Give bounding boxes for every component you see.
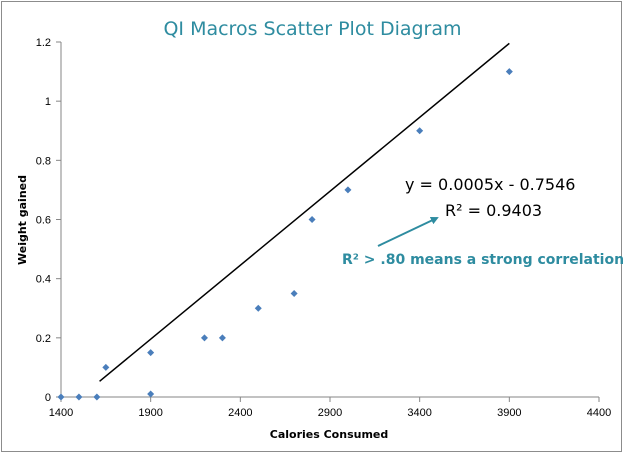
data-point	[218, 334, 226, 342]
data-point	[147, 390, 155, 398]
data-point	[200, 334, 208, 342]
chart-title: QI Macros Scatter Plot Diagram	[163, 18, 462, 40]
data-point	[57, 393, 65, 401]
y-tick-label: 0.8	[36, 155, 51, 167]
x-tick-label: 1400	[49, 407, 73, 419]
x-tick-label: 2900	[318, 407, 342, 419]
x-tick-label: 1900	[138, 407, 162, 419]
x-tick-label: 4400	[587, 407, 611, 419]
y-tick-label: 1.2	[36, 37, 51, 49]
r-squared-label: R² = 0.9403	[445, 201, 542, 220]
data-point	[75, 393, 83, 401]
data-point	[308, 216, 316, 223]
data-point	[290, 289, 298, 297]
data-point	[102, 363, 110, 371]
y-axis-title: Weight gained	[16, 175, 29, 265]
data-point	[344, 186, 352, 194]
x-tick-label: 2400	[228, 407, 252, 419]
y-tick-label: 0.6	[36, 215, 51, 227]
y-tick-label: 1	[45, 96, 51, 108]
annotation-arrow	[377, 216, 439, 247]
trendline-equation: y = 0.0005x - 0.7546	[405, 175, 575, 194]
x-axis-title: Calories Consumed	[270, 428, 389, 441]
x-tick-label: 3900	[497, 407, 521, 419]
trendline	[99, 42, 510, 382]
data-point	[147, 349, 155, 357]
data-point	[505, 68, 513, 76]
data-point	[93, 393, 101, 401]
x-tick-label: 3400	[407, 407, 431, 419]
data-point	[254, 304, 262, 312]
y-tick-label: 0.2	[36, 333, 51, 345]
y-tick-label: 0.4	[36, 274, 51, 286]
data-point	[416, 127, 424, 135]
y-tick-label: 0	[45, 392, 51, 404]
correlation-note: R² > .80 means a strong correlation	[342, 252, 624, 268]
